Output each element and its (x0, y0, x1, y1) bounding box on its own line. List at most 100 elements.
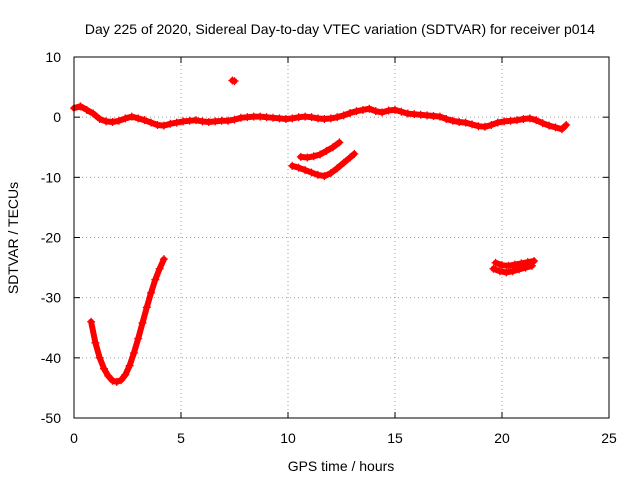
series-arc-mid-upper (296, 138, 344, 162)
data-point (328, 143, 337, 152)
y-tick-label: -20 (41, 230, 61, 246)
y-tick-label: -30 (41, 290, 61, 306)
data-point (525, 114, 534, 123)
data-point (521, 263, 530, 272)
data-point (147, 288, 156, 297)
data-point (230, 77, 239, 86)
plot-frame (73, 56, 610, 419)
data-point (551, 123, 560, 132)
data-point (230, 115, 239, 124)
data-point (172, 118, 181, 127)
data-point (108, 117, 117, 126)
data-point (138, 318, 147, 327)
data-point (527, 261, 536, 270)
data-point (489, 264, 498, 273)
data-point (166, 119, 175, 128)
y-tick-label: -50 (41, 410, 61, 426)
data-point (495, 267, 504, 276)
data-point (320, 172, 329, 181)
data-point (301, 166, 310, 175)
x-tick-label: 10 (280, 430, 296, 446)
data-point (530, 256, 539, 265)
data-point (294, 163, 303, 172)
data-point (307, 168, 316, 177)
data-point (95, 353, 104, 362)
y-tick-label: 10 (45, 49, 61, 65)
data-point (316, 150, 325, 159)
data-point (303, 153, 312, 162)
data-point (121, 114, 130, 123)
x-tick-label: 0 (70, 430, 78, 446)
data-point (104, 371, 113, 380)
data-point (352, 107, 361, 116)
data-point (333, 113, 342, 122)
data-point (89, 109, 98, 118)
data-point (159, 255, 168, 264)
series-arc-mid-lower (288, 149, 359, 181)
data-point (326, 114, 335, 123)
data-point (134, 114, 143, 123)
data-point (309, 152, 318, 161)
chart-title: Day 225 of 2020, Sidereal Day-to-day VTE… (85, 21, 595, 37)
data-point (461, 118, 470, 127)
y-tick-label: 0 (53, 109, 61, 125)
data-point (322, 146, 331, 155)
data-point (487, 120, 496, 129)
data-point (134, 334, 143, 343)
data-point (480, 122, 489, 131)
data-point (532, 116, 541, 125)
data-point (493, 118, 502, 127)
x-tick-label: 15 (387, 430, 403, 446)
x-axis-label: GPS time / hours (288, 458, 395, 474)
data-point (125, 361, 134, 370)
data-point (191, 116, 200, 125)
data-point (121, 370, 130, 379)
data-point (224, 116, 233, 125)
data-point (562, 120, 571, 129)
x-tick-label: 20 (494, 430, 510, 446)
data-point (147, 118, 156, 127)
data-point (326, 169, 335, 178)
data-point (159, 121, 168, 130)
data-point (155, 264, 164, 273)
series-band (88, 256, 167, 385)
data-point (510, 260, 519, 269)
data-point (333, 164, 342, 173)
series-main-track (70, 102, 571, 134)
data-point (350, 149, 359, 158)
data-point (313, 170, 322, 179)
data-point (335, 138, 344, 147)
data-point (512, 116, 521, 125)
series (70, 76, 571, 386)
ticks: 0 5 10 15 20 25 10 0 -10 -20 -30 -40 -50 (41, 49, 617, 446)
data-point (114, 116, 123, 125)
data-point (76, 102, 85, 111)
data-point (538, 119, 547, 128)
data-point (346, 108, 355, 117)
x-tick-label: 25 (601, 430, 617, 446)
data-point (288, 161, 297, 170)
data-point (91, 338, 100, 347)
series-arc-low (87, 255, 168, 386)
data-point (339, 158, 348, 167)
data-point (127, 112, 136, 121)
data-point (151, 275, 160, 284)
data-point (515, 265, 524, 274)
data-point (371, 107, 380, 116)
series-cluster-20h-lower (489, 261, 536, 277)
data-point (397, 107, 406, 116)
data-point (129, 349, 138, 358)
data-point (99, 364, 108, 373)
data-point (82, 105, 91, 114)
data-point (346, 153, 355, 162)
data-point (508, 267, 517, 276)
data-point (504, 261, 513, 270)
data-point (435, 112, 444, 121)
data-point (140, 116, 149, 125)
data-point (468, 120, 477, 129)
data-point (307, 113, 316, 122)
data-point (502, 268, 511, 277)
data-point (365, 104, 374, 113)
x-tick-label: 5 (177, 430, 185, 446)
data-point (108, 376, 117, 385)
